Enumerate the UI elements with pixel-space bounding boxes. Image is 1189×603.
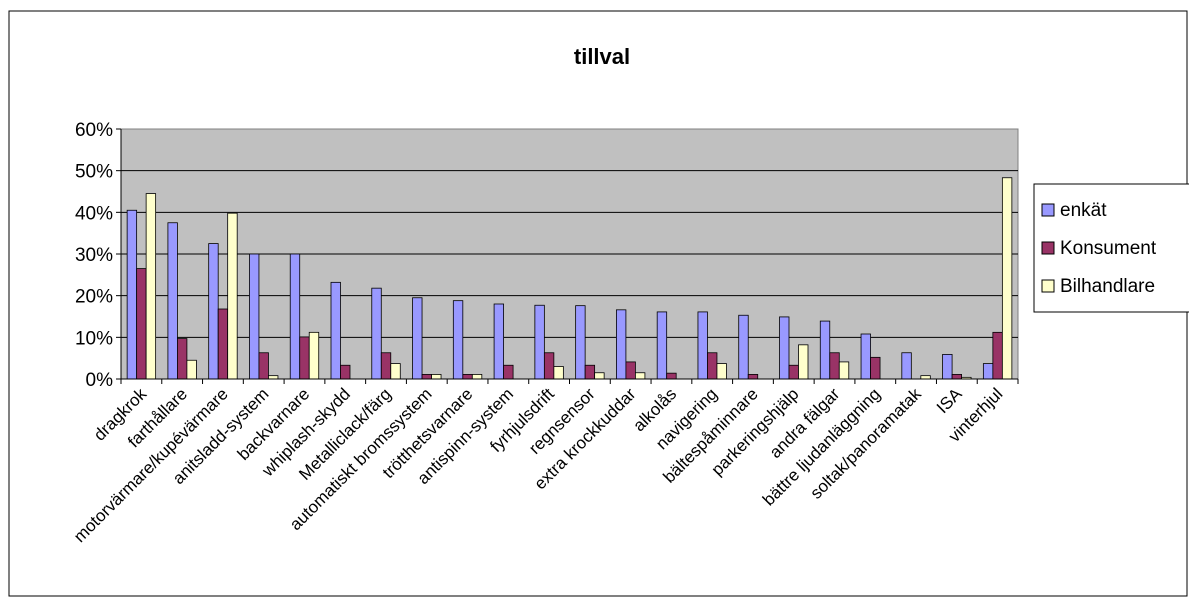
bar-enkat bbox=[330, 281, 341, 380]
bar-bilhandlare bbox=[390, 363, 401, 380]
bar-konsument bbox=[829, 352, 840, 380]
bar-bilhandlare bbox=[716, 363, 727, 380]
bar-enkat bbox=[534, 304, 545, 380]
bar-enkat bbox=[656, 311, 668, 380]
y-tick-label: 20% bbox=[75, 287, 113, 308]
bar-enkat bbox=[167, 222, 178, 380]
bar-konsument bbox=[666, 372, 677, 380]
bar-konsument bbox=[625, 361, 636, 380]
y-tick-label: 40% bbox=[75, 203, 113, 224]
bar-konsument bbox=[258, 352, 269, 380]
bar-enkat bbox=[942, 354, 953, 380]
bar-konsument bbox=[299, 336, 310, 380]
bar-bilhandlare bbox=[308, 331, 320, 380]
bar-konsument bbox=[421, 374, 432, 380]
bar-konsument bbox=[788, 364, 799, 380]
bar-enkat bbox=[493, 303, 504, 380]
bar-konsument bbox=[217, 308, 229, 380]
plot-area bbox=[120, 128, 1019, 380]
bar-enkat bbox=[289, 253, 301, 380]
bar-bilhandlare bbox=[838, 361, 850, 380]
legend-label: Konsument bbox=[1060, 238, 1157, 259]
bar-bilhandlare bbox=[431, 374, 442, 380]
bar-enkat bbox=[208, 243, 219, 380]
bar-konsument bbox=[136, 268, 147, 380]
bar-konsument bbox=[380, 352, 392, 380]
bar-bilhandlare bbox=[186, 359, 197, 380]
bar-enkat bbox=[616, 309, 627, 380]
bar-enkat bbox=[126, 209, 138, 380]
bar-bilhandlare bbox=[1001, 177, 1013, 380]
bar-enkat bbox=[452, 300, 464, 380]
bar-bilhandlare bbox=[798, 344, 809, 380]
bar-konsument bbox=[543, 352, 555, 380]
y-tick-label: 10% bbox=[75, 328, 113, 349]
bar-bilhandlare bbox=[594, 372, 605, 380]
bar-konsument bbox=[951, 374, 962, 380]
bar-konsument bbox=[462, 374, 473, 380]
bar-bilhandlare bbox=[471, 374, 483, 380]
bar-enkat bbox=[779, 316, 790, 380]
bar-enkat bbox=[575, 305, 586, 380]
bar-bilhandlare bbox=[145, 193, 157, 380]
bar-enkat bbox=[371, 287, 382, 380]
legend: enkät Konsument Bilhandlare bbox=[1033, 183, 1189, 313]
bars bbox=[126, 177, 1013, 380]
bar-enkat bbox=[697, 311, 708, 380]
bar-enkat bbox=[738, 314, 749, 380]
bar-enkat bbox=[819, 320, 831, 380]
bar-konsument bbox=[503, 364, 514, 380]
bar-enkat bbox=[412, 297, 423, 380]
bar-enkat bbox=[860, 333, 871, 380]
bar-konsument bbox=[992, 331, 1003, 380]
bar-konsument bbox=[584, 364, 596, 380]
legend-swatch bbox=[1041, 279, 1055, 293]
legend-swatch bbox=[1041, 203, 1055, 217]
y-tick-label: 60% bbox=[75, 120, 113, 141]
bar-konsument bbox=[340, 364, 351, 380]
bar-enkat bbox=[901, 352, 912, 380]
bar-konsument bbox=[707, 352, 718, 380]
bar-bilhandlare bbox=[227, 212, 238, 380]
bar-bilhandlare bbox=[635, 372, 646, 380]
chart-title: tillval bbox=[574, 44, 630, 69]
legend-box bbox=[1033, 183, 1189, 313]
bar-bilhandlare bbox=[553, 366, 564, 380]
y-tick-label: 30% bbox=[75, 245, 113, 266]
bar-konsument bbox=[747, 374, 759, 380]
bar-konsument bbox=[870, 356, 881, 380]
y-axis: 0% 10% 20% 30% 40% 50% 60% bbox=[75, 120, 122, 391]
legend-swatch bbox=[1041, 241, 1055, 255]
y-tick-label: 0% bbox=[86, 370, 114, 391]
bar-enkat bbox=[249, 253, 260, 380]
legend-label: enkät bbox=[1060, 200, 1107, 221]
y-tick-label: 50% bbox=[75, 162, 113, 183]
bar-konsument bbox=[177, 338, 188, 380]
legend-label: Bilhandlare bbox=[1060, 276, 1155, 297]
bar-enkat bbox=[982, 363, 994, 380]
